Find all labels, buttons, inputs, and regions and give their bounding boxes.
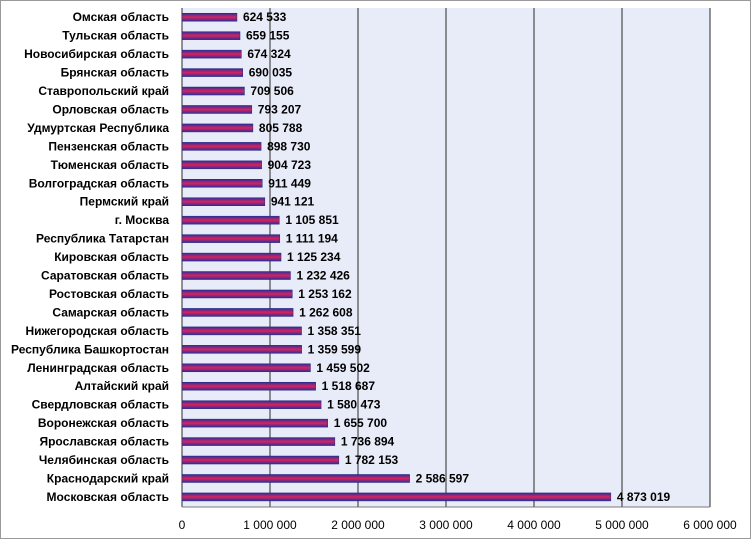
value-label-6: 805 788 xyxy=(259,121,303,135)
bar-8 xyxy=(181,160,262,170)
bar-15 xyxy=(181,289,293,299)
value-label-2: 674 324 xyxy=(247,47,291,61)
value-label-5: 793 207 xyxy=(258,102,302,116)
x-tick-label-4: 4 000 000 xyxy=(507,518,561,532)
value-label-26: 4 873 019 xyxy=(617,490,671,504)
bar-5 xyxy=(181,105,253,114)
x-tick-label-1: 1 000 000 xyxy=(243,518,297,532)
bar-4 xyxy=(181,86,245,96)
value-label-17: 1 358 351 xyxy=(308,324,362,338)
bar-22 xyxy=(181,418,328,428)
value-label-22: 1 655 700 xyxy=(334,416,388,430)
value-labels: 624 533 659 155 674 324 690 035 709 506 793 2… xyxy=(243,10,671,504)
category-label-18: Республика Башкортостан xyxy=(11,342,169,356)
value-label-24: 1 782 153 xyxy=(345,453,399,467)
bar-14 xyxy=(181,271,291,280)
x-axis-ticks: 0 1 000 000 2 000 000 3 000 000 4 000 000 5 0… xyxy=(179,518,737,532)
category-label-19: Ленинградская область xyxy=(27,361,169,375)
value-label-23: 1 736 894 xyxy=(341,435,395,449)
x-tick-label-0: 0 xyxy=(179,518,186,532)
bar-21 xyxy=(181,400,322,409)
category-label-0: Омская область xyxy=(73,10,169,24)
value-label-7: 898 730 xyxy=(267,139,311,153)
bar-23 xyxy=(181,437,336,446)
bar-19 xyxy=(181,363,311,373)
category-label-5: Орловская область xyxy=(52,102,169,116)
category-label-9: Волгоградская область xyxy=(29,176,169,190)
category-label-11: г. Москва xyxy=(115,213,170,227)
value-label-13: 1 125 234 xyxy=(287,250,341,264)
category-label-16: Самарская область xyxy=(52,305,169,319)
value-label-15: 1 253 162 xyxy=(298,287,352,301)
x-tick-label-3: 3 000 000 xyxy=(419,518,473,532)
category-label-22: Воронежская область xyxy=(38,416,169,430)
value-label-14: 1 232 426 xyxy=(296,269,350,283)
category-label-15: Ростовская область xyxy=(49,287,169,301)
category-label-13: Кировская область xyxy=(54,250,169,264)
bar-13 xyxy=(181,252,282,262)
bar-12 xyxy=(181,234,281,243)
bar-3 xyxy=(181,68,243,77)
value-label-3: 690 035 xyxy=(249,66,293,80)
category-label-6: Удмуртская Республика xyxy=(27,121,169,135)
category-label-1: Тульская область xyxy=(62,29,169,43)
value-label-19: 1 459 502 xyxy=(316,361,370,375)
category-label-23: Ярославская область xyxy=(39,435,169,449)
bar-20 xyxy=(181,381,316,391)
value-label-9: 911 449 xyxy=(268,176,311,190)
category-label-2: Новосибирская область xyxy=(24,47,169,61)
value-label-0: 624 533 xyxy=(243,10,287,24)
category-label-14: Саратовская область xyxy=(41,269,169,283)
bar-16 xyxy=(181,308,294,317)
category-labels: Омская область Тульская область Новосибирс… xyxy=(11,10,169,504)
value-label-18: 1 359 599 xyxy=(308,342,362,356)
category-label-4: Ставропольский край xyxy=(38,84,169,98)
value-label-10: 941 121 xyxy=(271,195,315,209)
bars xyxy=(181,12,612,502)
category-label-24: Челябинская область xyxy=(39,453,169,467)
category-label-25: Краснодарский край xyxy=(47,471,169,485)
bar-10 xyxy=(181,197,266,206)
value-label-21: 1 580 473 xyxy=(327,398,381,412)
value-label-4: 709 506 xyxy=(250,84,294,98)
bar-1 xyxy=(181,31,241,40)
category-label-26: Московская область xyxy=(47,490,169,504)
bar-0 xyxy=(181,12,238,22)
bar-11 xyxy=(181,215,280,225)
bar-9 xyxy=(181,179,263,188)
category-label-7: Пензенская область xyxy=(48,139,169,153)
x-tick-label-6: 6 000 000 xyxy=(683,518,737,532)
value-label-1: 659 155 xyxy=(246,29,290,43)
category-label-10: Пермский край xyxy=(80,195,169,209)
x-tick-label-5: 5 000 000 xyxy=(595,518,649,532)
bar-18 xyxy=(181,345,302,354)
bar-25 xyxy=(181,474,410,483)
value-label-12: 1 111 194 xyxy=(286,232,338,246)
category-label-12: Республика Татарстан xyxy=(36,232,169,246)
value-label-11: 1 105 851 xyxy=(285,213,339,227)
bar-2 xyxy=(181,49,242,59)
bar-7 xyxy=(181,142,262,151)
category-label-20: Алтайский край xyxy=(75,379,169,393)
bar-24 xyxy=(181,455,340,465)
category-label-17: Нижегородская область xyxy=(25,324,169,338)
bar-26 xyxy=(181,492,612,502)
bar-17 xyxy=(181,326,302,336)
value-label-20: 1 518 687 xyxy=(322,379,376,393)
value-label-8: 904 723 xyxy=(268,158,312,172)
value-label-25: 2 586 597 xyxy=(416,471,470,485)
category-label-3: Брянская область xyxy=(61,66,169,80)
value-label-16: 1 262 608 xyxy=(299,305,353,319)
category-label-21: Свердловская область xyxy=(32,398,169,412)
category-label-8: Тюменская область xyxy=(51,158,169,172)
x-tick-label-2: 2 000 000 xyxy=(331,518,385,532)
bar-6 xyxy=(181,123,254,133)
